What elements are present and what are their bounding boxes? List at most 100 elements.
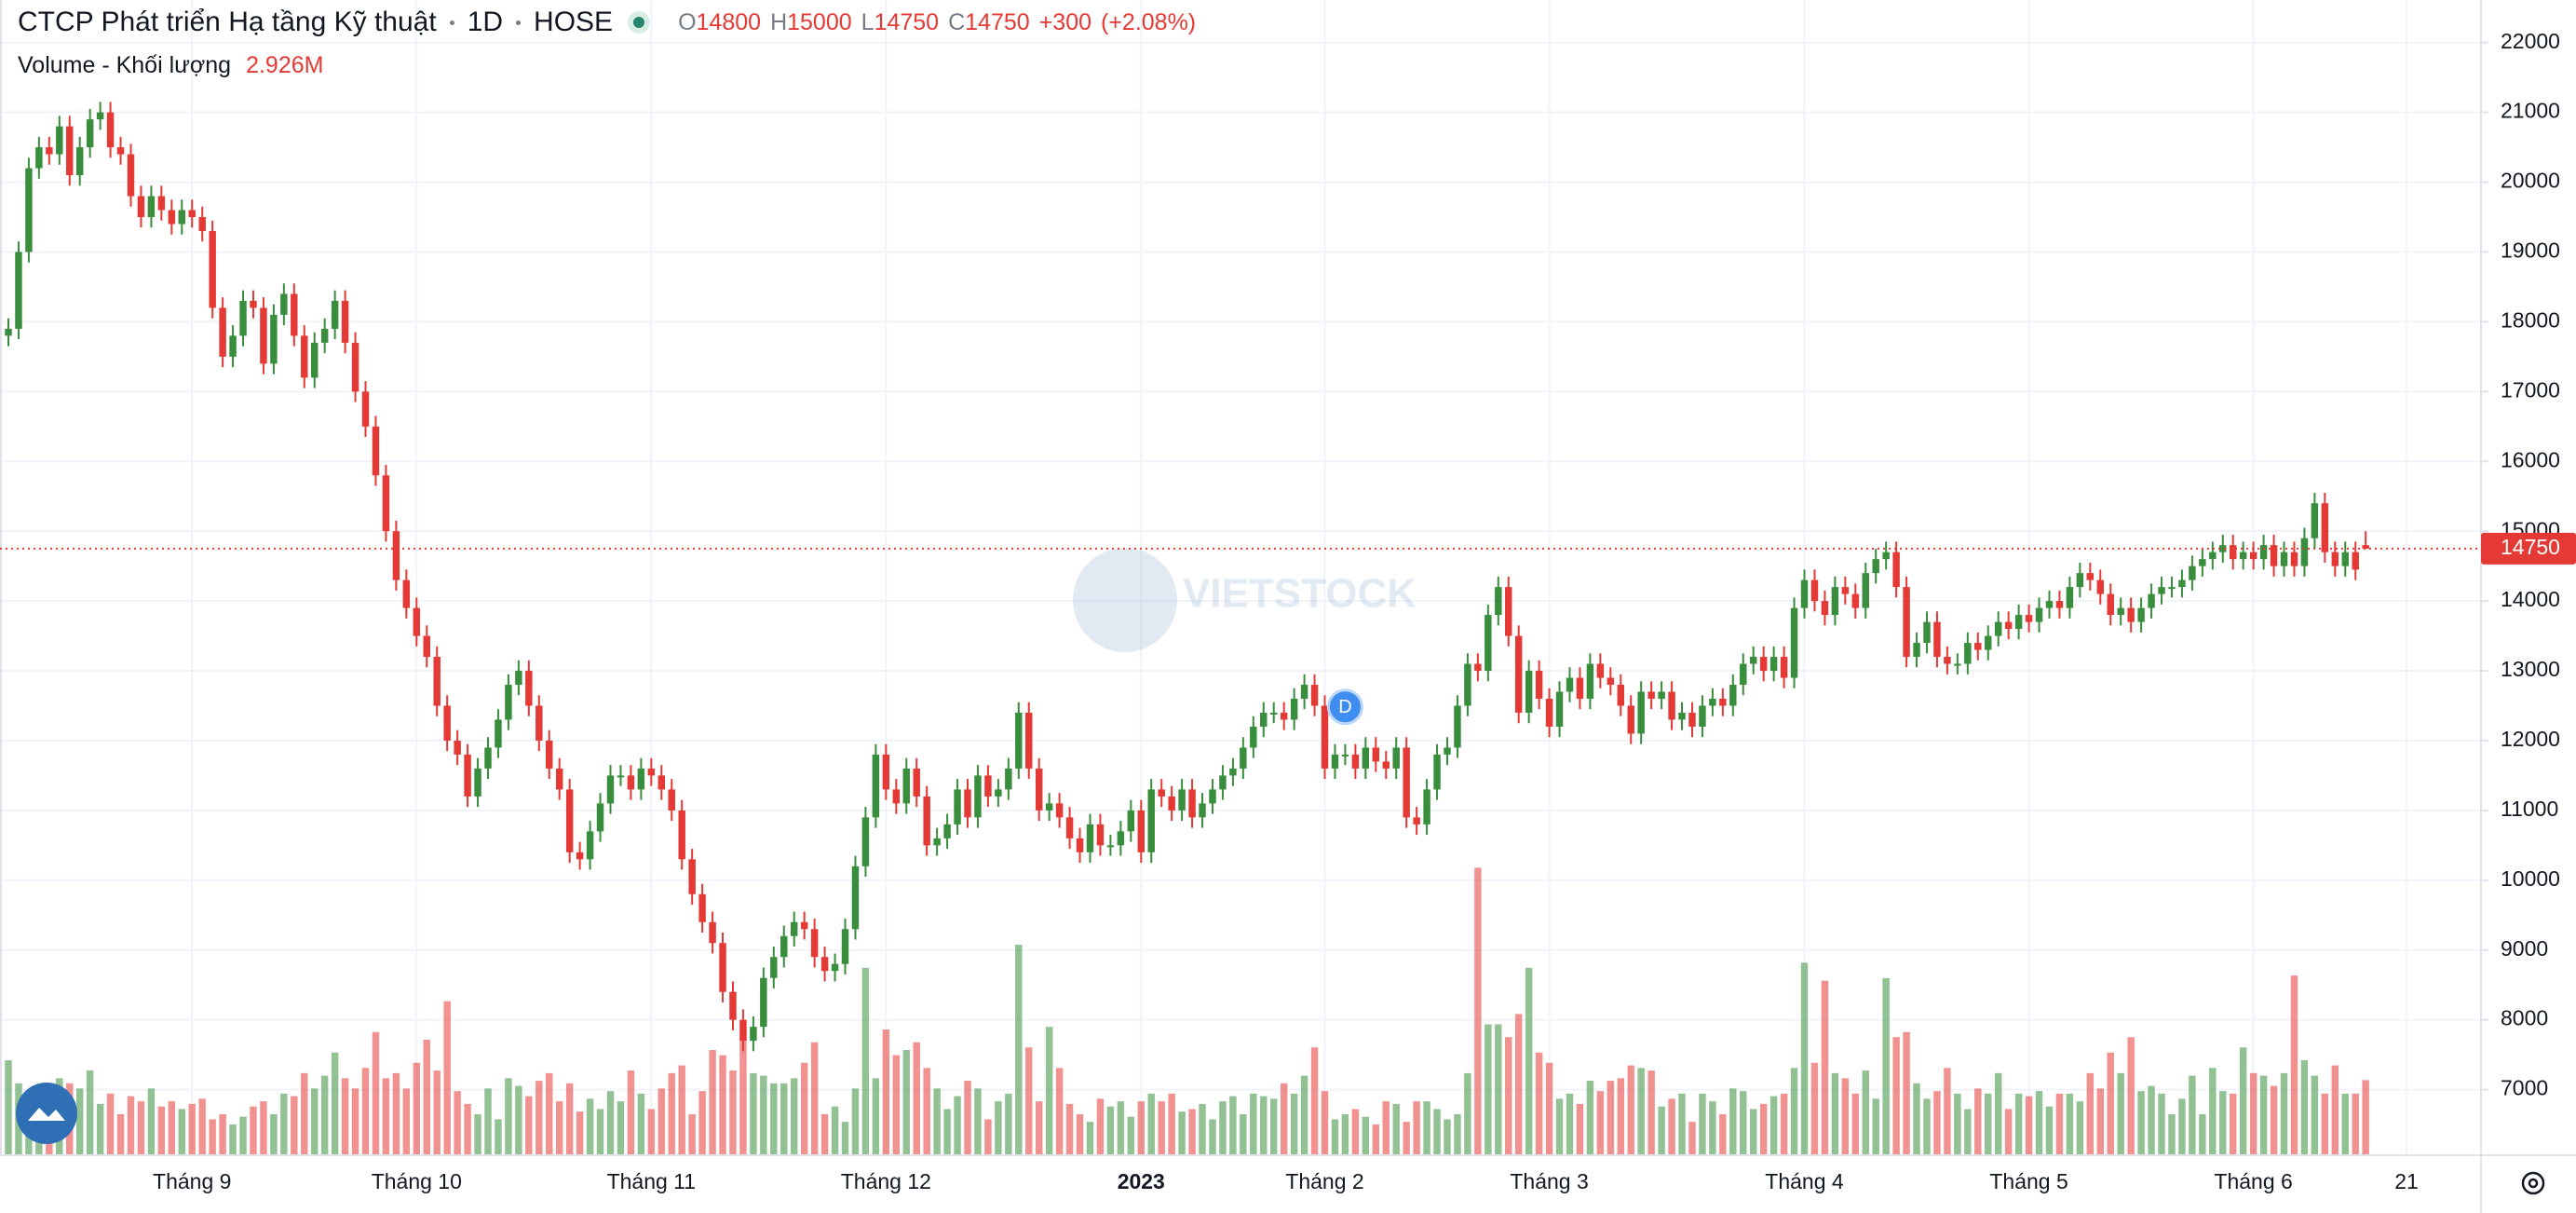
volume-bar	[1106, 1106, 1115, 1155]
volume-bar	[1321, 1091, 1329, 1155]
volume-bar	[1647, 1070, 1655, 1155]
volume-bar	[1596, 1091, 1605, 1155]
volume-bar	[1729, 1088, 1737, 1155]
volume-bar	[1719, 1113, 1727, 1155]
market-status[interactable]	[628, 11, 651, 34]
volume-bar	[1678, 1093, 1686, 1155]
volume-bar	[2280, 1072, 2288, 1155]
candle-body	[495, 719, 502, 748]
volume-bar	[2311, 1075, 2319, 1155]
volume-bar	[1310, 1047, 1319, 1155]
volume-bar	[320, 1075, 329, 1155]
volume-bar	[1617, 1078, 1625, 1155]
event-label[interactable]: D	[1338, 697, 1351, 717]
volume-bar	[678, 1065, 685, 1155]
volume-bar	[505, 1078, 512, 1155]
volume-bar	[1923, 1098, 1931, 1155]
y-tick-label: 7000	[2501, 1076, 2548, 1100]
volume-bar	[495, 1119, 502, 1155]
candle-body	[1729, 685, 1737, 706]
settings-button[interactable]	[2521, 1171, 2545, 1195]
candle-body	[1514, 635, 1523, 713]
candle-body	[2045, 601, 2054, 608]
candle-body	[739, 1019, 747, 1042]
candle-body	[1433, 754, 1441, 790]
x-tick-label: Tháng 6	[2214, 1169, 2292, 1193]
grid	[0, 0, 2481, 1155]
candle-body	[1444, 747, 1451, 755]
volume-bar	[1699, 1093, 1706, 1155]
volume-bar	[1464, 1072, 1471, 1155]
y-tick-label: 20000	[2501, 169, 2560, 193]
volume-bar	[637, 1093, 645, 1155]
candle-body	[464, 754, 471, 797]
candle-body	[820, 957, 829, 972]
candle-body	[1005, 768, 1012, 790]
candle-body	[1229, 768, 1237, 776]
volume-bar	[964, 1081, 971, 1155]
volume-bar	[1188, 1109, 1196, 1155]
volume-bar	[1668, 1098, 1675, 1155]
volume-bar	[1433, 1109, 1441, 1155]
candle-body	[56, 126, 63, 155]
candle-body	[413, 607, 421, 636]
candle-body	[127, 154, 135, 197]
candle-body	[1260, 712, 1268, 727]
volume-legend: Volume - Khối lượng 2.926M	[18, 48, 323, 82]
candle-body	[2352, 552, 2359, 570]
volume-bar	[301, 1072, 308, 1155]
candle-body	[320, 328, 329, 343]
settings-icon-center[interactable]	[2528, 1178, 2539, 1189]
candle-body	[596, 803, 604, 832]
candle-body	[1740, 663, 1747, 686]
volume-bar	[1831, 1072, 1839, 1155]
x-tick-label: Tháng 12	[841, 1169, 931, 1193]
candle-body	[555, 768, 563, 790]
volume-bar	[1485, 1024, 1492, 1155]
volume-bar	[1658, 1106, 1665, 1155]
volume-bar	[1535, 1052, 1543, 1155]
candle-body	[1341, 754, 1349, 756]
candle-body	[1096, 824, 1105, 846]
volume-bar	[2178, 1098, 2186, 1155]
x-tick-label: Tháng 9	[153, 1169, 231, 1193]
volume-bar	[1178, 1111, 1186, 1155]
candle-body	[800, 921, 808, 930]
volume-bar	[698, 1091, 706, 1155]
last-price-tag	[2481, 532, 2576, 565]
candle-body	[270, 314, 278, 364]
volume-bar	[760, 1075, 767, 1155]
ohlc-label: L	[861, 8, 874, 35]
y-tick-label: 12000	[2501, 727, 2560, 751]
candle-body	[586, 831, 594, 860]
candle-body	[2209, 552, 2217, 560]
volume-bar	[1403, 1122, 1410, 1155]
candle-body	[1759, 657, 1768, 672]
volume-bar	[2107, 1052, 2114, 1155]
candle-body	[1954, 663, 1961, 666]
volume-bar	[1147, 1093, 1155, 1155]
logo-shape[interactable]	[28, 1108, 65, 1121]
candle-body	[229, 335, 237, 357]
candle-body	[606, 775, 615, 804]
logo-button[interactable]	[16, 1083, 77, 1144]
y-tick-label: 22000	[2501, 29, 2560, 53]
candle-body	[1678, 712, 1686, 720]
candle-body	[831, 963, 839, 972]
volume-bar	[127, 1096, 135, 1155]
candle-body	[209, 231, 216, 308]
volume-bar	[1331, 1119, 1339, 1155]
volume-label: Volume - Khối lượng	[18, 51, 232, 78]
candle-body	[301, 335, 308, 378]
candle-body	[2300, 538, 2309, 566]
volume-bar	[1250, 1093, 1257, 1155]
candle-body	[2229, 545, 2237, 560]
x-tick-label: Tháng 3	[1510, 1169, 1588, 1193]
volume-bar	[1913, 1083, 1920, 1155]
volume-bar	[96, 1103, 104, 1155]
candle-body	[1505, 587, 1512, 636]
logo-icon[interactable]	[16, 1083, 77, 1144]
settings-icon[interactable]	[2521, 1171, 2545, 1195]
last-price-label: 14750	[2501, 535, 2560, 559]
ohlc-label: C	[948, 8, 966, 35]
